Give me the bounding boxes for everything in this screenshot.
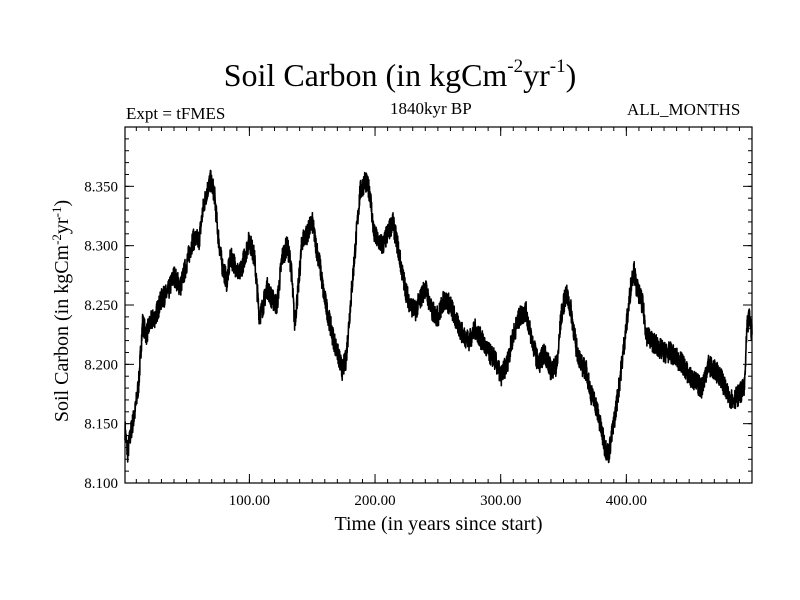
months-label: ALL_MONTHS <box>627 100 741 119</box>
x-tick-label: 100.00 <box>229 493 270 509</box>
chart-title: Soil Carbon (in kgCm-2yr-1) <box>223 56 577 93</box>
y-tick-label: 8.250 <box>84 298 118 314</box>
x-tick-label: 300.00 <box>480 493 521 509</box>
x-tick-label: 400.00 <box>606 493 647 509</box>
plot-frame <box>124 126 753 484</box>
x-axis-title: Time (in years since start) <box>334 513 542 535</box>
period-label: 1840kyr BP <box>390 99 472 118</box>
plot-area <box>124 169 753 464</box>
experiment-label: Expt = tFMES <box>126 104 226 123</box>
x-tick-label: 200.00 <box>354 493 395 509</box>
y-tick-label: 8.150 <box>84 417 118 433</box>
axis-ticks: 8.100 8.150 8.200 8.250 8.300 8.350 100.00 200.… <box>84 126 753 509</box>
y-axis-title: Soil Carbon (in kgCm-2yr-1) <box>49 200 74 422</box>
y-tick-label: 8.300 <box>84 239 118 255</box>
series-line <box>124 169 753 464</box>
y-tick-label: 8.350 <box>84 179 118 195</box>
y-tick-label: 8.200 <box>84 357 118 373</box>
y-tick-label: 8.100 <box>84 476 118 492</box>
